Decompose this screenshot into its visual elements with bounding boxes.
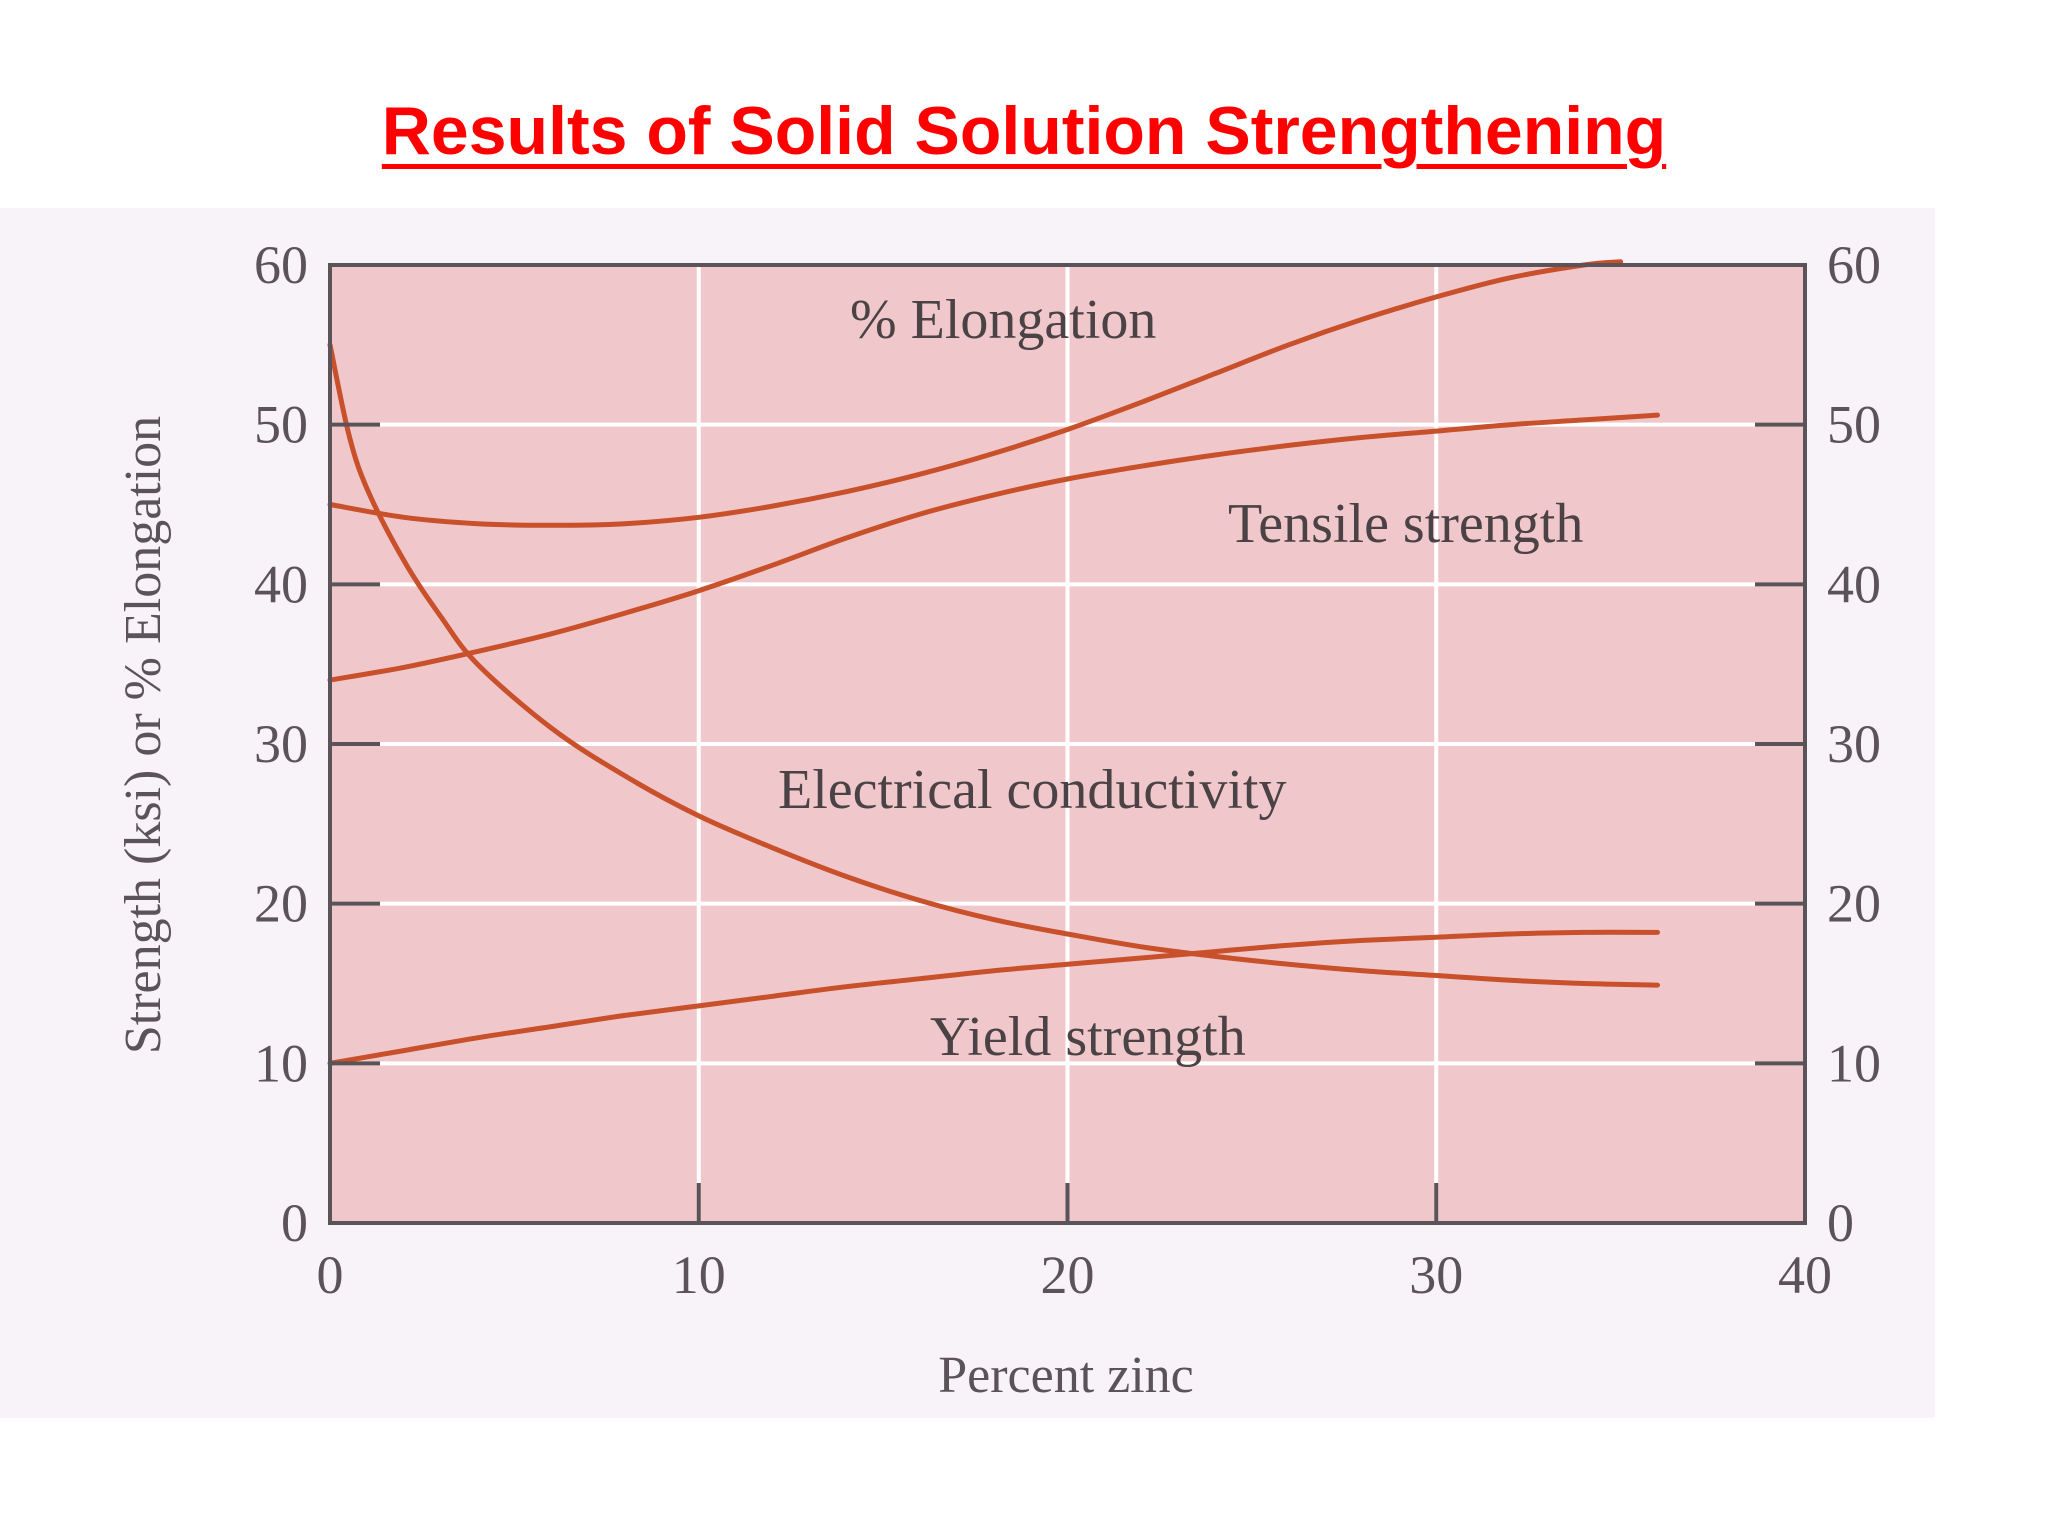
series-line-electrical-conductivity	[327, 342, 1660, 988]
x-tick-label: 30	[1409, 1245, 1463, 1305]
y-axis-label: Strength (ksi) or % Elongation	[115, 416, 172, 1054]
y-tick-label-right: 30	[1827, 714, 1881, 774]
series-line-elongation	[327, 259, 1624, 528]
y-tick-label-left: 10	[254, 1033, 308, 1093]
label-electrical-conductivity: Electrical conductivity	[778, 759, 1286, 821]
x-tick-label: 10	[672, 1245, 726, 1305]
y-tick-label-right: 40	[1827, 554, 1881, 614]
x-tick-label: 20	[1041, 1245, 1095, 1305]
x-tick-label: 40	[1778, 1245, 1832, 1305]
slide-title: Results of Solid Solution Strengthening	[381, 93, 1667, 169]
y-tick-label-right: 60	[1827, 235, 1881, 295]
y-tick-label-right: 20	[1827, 874, 1881, 934]
label-yield-strength: Yield strength	[930, 1006, 1246, 1068]
series-line-tensile-strength	[327, 412, 1660, 683]
y-tick-label-right: 0	[1827, 1193, 1854, 1253]
x-tick-label: 0	[317, 1245, 344, 1305]
y-tick-label-left: 30	[254, 714, 308, 774]
x-axis-label: Percent zinc	[938, 1347, 1194, 1404]
y-tick-label-right: 50	[1827, 395, 1881, 455]
series-layer	[327, 259, 1660, 1066]
y-tick-label-right: 10	[1827, 1033, 1881, 1093]
y-tick-label-left: 20	[254, 874, 308, 934]
series-line-yield-strength	[327, 929, 1660, 1066]
label-elongation: % Elongation	[850, 289, 1156, 351]
y-tick-label-left: 40	[254, 554, 308, 614]
y-tick-label-left: 0	[281, 1193, 308, 1253]
y-tick-label-left: 60	[254, 235, 308, 295]
y-tick-label-left: 50	[254, 395, 308, 455]
label-tensile-strength: Tensile strength	[1228, 493, 1583, 555]
